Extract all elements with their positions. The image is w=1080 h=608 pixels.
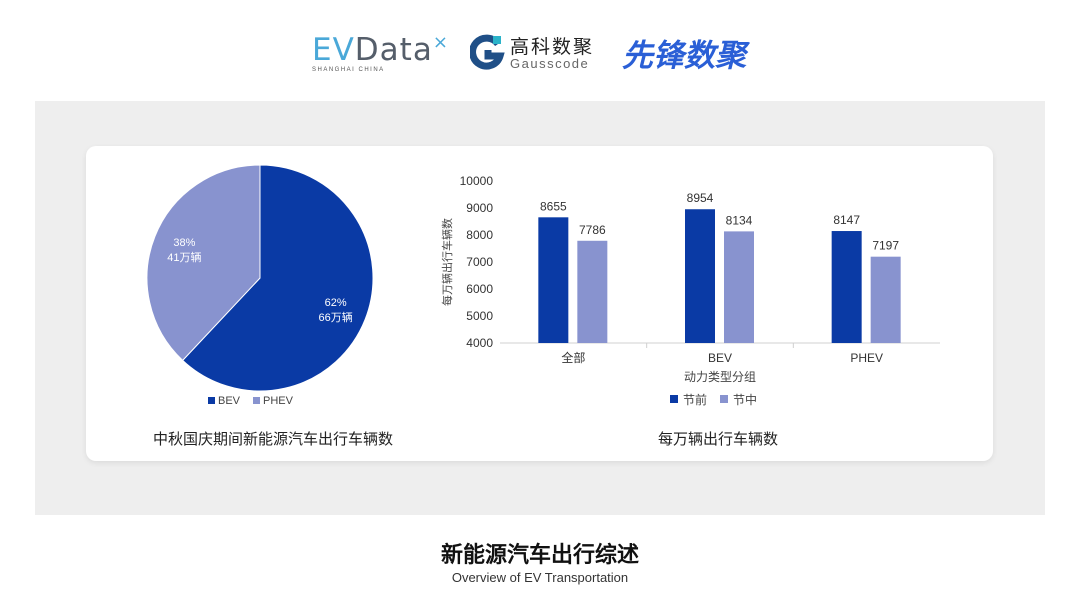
bar-legend-swatch bbox=[720, 395, 728, 403]
pie-label-value: 41万辆 bbox=[167, 250, 201, 264]
y-tick-label: 7000 bbox=[466, 255, 493, 269]
pie-label-percent: 62% bbox=[325, 297, 347, 309]
bar-value-label: 8147 bbox=[833, 213, 860, 227]
bar-节前 bbox=[685, 209, 715, 343]
y-tick-label: 10000 bbox=[460, 174, 494, 188]
pie-label-percent: 38% bbox=[173, 237, 195, 249]
pie-title: 中秋国庆期间新能源汽车出行车辆数 bbox=[152, 431, 394, 448]
bar-value-label: 8954 bbox=[687, 191, 714, 205]
pie-slice-phev bbox=[146, 164, 261, 362]
page-title: 新能源汽车出行综述 bbox=[440, 542, 640, 567]
evdata-logo: EVData× bbox=[312, 32, 449, 68]
bar-节前 bbox=[831, 231, 862, 343]
pie-legend-label: PHEV bbox=[263, 395, 294, 407]
y-tick-label: 6000 bbox=[466, 282, 493, 296]
pie-slice-bev bbox=[181, 164, 374, 392]
pie-legend-swatch bbox=[208, 397, 215, 404]
bar-节前 bbox=[538, 217, 569, 343]
y-tick-label: 4000 bbox=[466, 336, 493, 350]
x-tick-label: PHEV bbox=[850, 351, 883, 365]
bar-value-label: 8655 bbox=[540, 199, 567, 213]
bar-value-label: 7197 bbox=[872, 239, 899, 253]
bar-节中 bbox=[577, 240, 608, 343]
y-axis-label: 每万辆出行车辆数 bbox=[440, 218, 454, 306]
pie-legend-swatch bbox=[253, 397, 260, 404]
x-tick-label: 全部 bbox=[561, 350, 585, 365]
bar-title: 每万辆出行车辆数 bbox=[657, 431, 779, 448]
bar-value-label: 7786 bbox=[579, 223, 606, 237]
logo-bar: EVData× SHANGHAI CHINA 高科数聚 Gausscode 先锋… bbox=[312, 32, 746, 74]
evdata-logo-sub: SHANGHAI CHINA bbox=[312, 67, 385, 73]
bar-value-label: 8134 bbox=[726, 213, 753, 227]
x-tick-label: BEV bbox=[708, 351, 732, 365]
page-subtitle: Overview of EV Transportation bbox=[451, 570, 629, 585]
bar-legend-label: 节中 bbox=[733, 392, 757, 407]
x-axis-label: 动力类型分组 bbox=[684, 370, 756, 384]
bar-legend-swatch bbox=[670, 395, 678, 403]
y-tick-label: 9000 bbox=[466, 201, 493, 215]
xianfeng-logo: 先锋数聚 bbox=[622, 38, 746, 74]
y-tick-label: 8000 bbox=[466, 228, 493, 242]
pie-legend-label: BEV bbox=[218, 395, 241, 407]
y-tick-label: 5000 bbox=[466, 309, 493, 323]
pie-label-value: 66万辆 bbox=[319, 310, 353, 324]
bar-legend-label: 节前 bbox=[683, 392, 707, 407]
bar-节中 bbox=[870, 256, 901, 343]
bar-节中 bbox=[724, 231, 754, 343]
